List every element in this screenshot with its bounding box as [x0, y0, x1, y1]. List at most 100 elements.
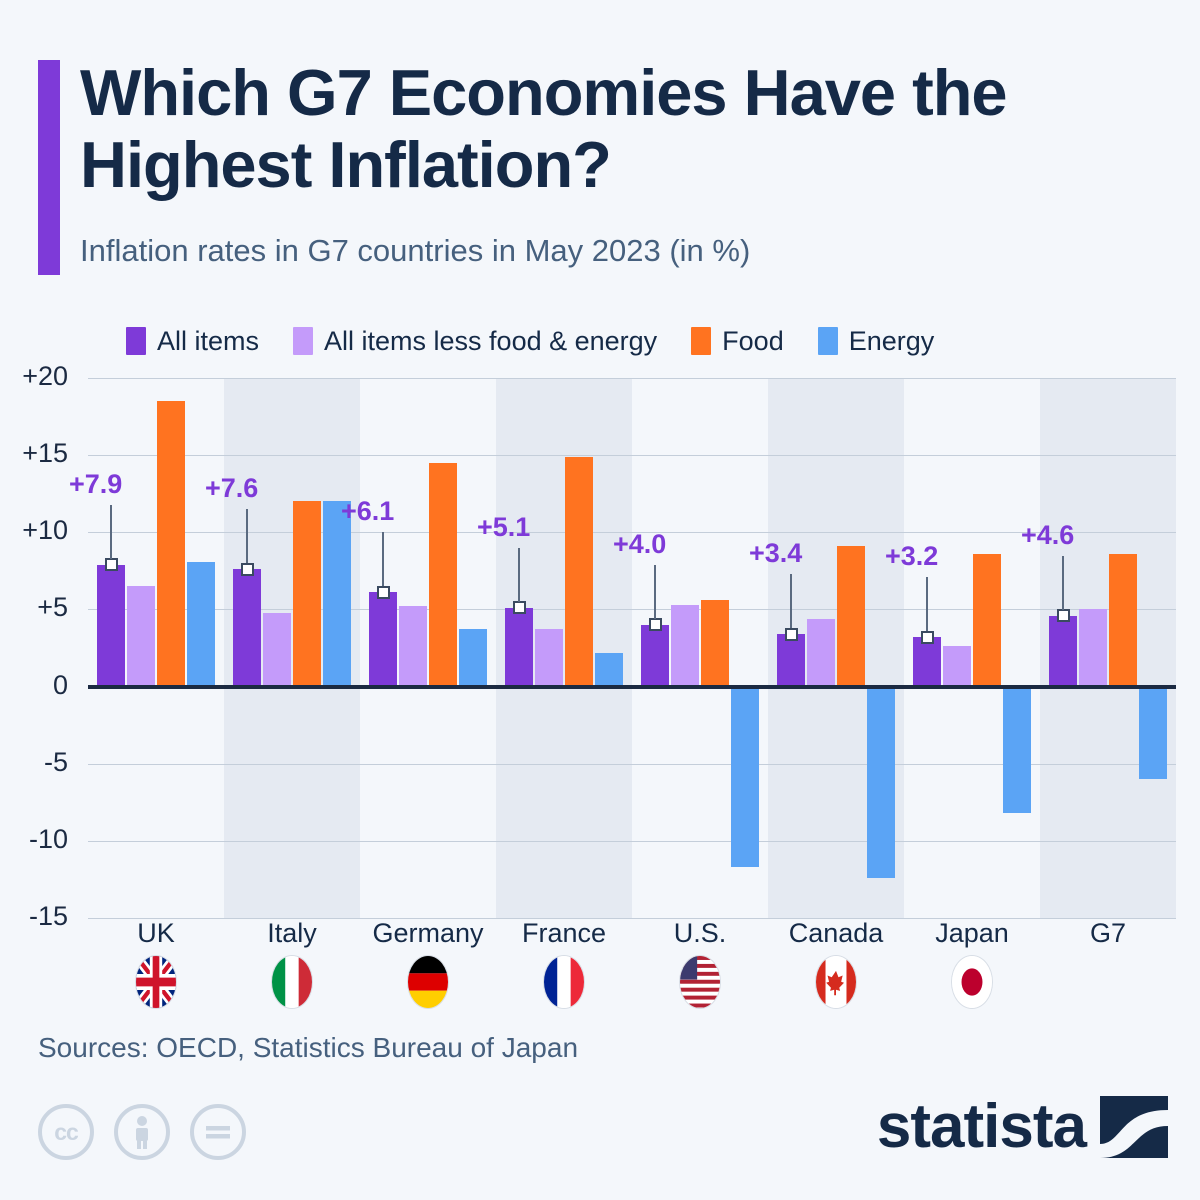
y-axis-tick-label: -10 — [28, 823, 68, 854]
x-axis-category-france: France — [496, 918, 632, 1009]
statista-wordmark: statista — [876, 1092, 1087, 1161]
bar-uk-series0[interactable] — [97, 564, 125, 687]
bar-japan-series0[interactable] — [913, 637, 941, 687]
annotation-marker — [648, 618, 662, 632]
bar-france-series1[interactable] — [535, 629, 563, 687]
bar-germany-series2[interactable] — [429, 462, 457, 687]
bar-france-series3[interactable] — [595, 652, 623, 687]
legend-item-label: All items — [157, 325, 260, 356]
infographic-header: Which G7 Economies Have the Highest Infl… — [0, 0, 1200, 300]
bar-us-series0[interactable] — [641, 624, 669, 687]
annotation-value-label: +3.2 — [885, 541, 939, 572]
bar-japan-series3[interactable] — [1003, 686, 1031, 814]
sources-text: Sources: OECD, Statistics Bureau of Japa… — [38, 1032, 579, 1063]
annotation-value-label: +4.0 — [613, 528, 667, 559]
gridline — [88, 378, 1176, 379]
bar-germany-series3[interactable] — [459, 629, 487, 687]
annotation-marker — [240, 562, 254, 576]
cc-by-icon — [114, 1104, 170, 1160]
bar-canada-series3[interactable] — [867, 686, 895, 878]
bar-canada-series2[interactable] — [837, 546, 865, 687]
uk-flag-icon — [135, 955, 177, 1009]
bar-uk-series2[interactable] — [157, 401, 185, 687]
chart-plot-area: +20 +15 +10 +5 0 -5 -10 -15 +7.9 +7.6 +6.1 +5.1 +4.0… — [22, 361, 1176, 931]
bar-italy-series0[interactable] — [233, 569, 261, 687]
bar-japan-series1[interactable] — [943, 646, 971, 687]
chart-x-axis: UK Italy Germany France U.S. Canada Japan G7 — [88, 918, 1176, 1018]
x-axis-category-uk: UK — [88, 918, 224, 1009]
annotation-value-label: +3.4 — [749, 538, 803, 569]
bar-uk-series1[interactable] — [127, 586, 155, 687]
bar-italy-series3[interactable] — [323, 501, 351, 687]
legend-item-label: All items less food & energy — [324, 325, 658, 356]
statista-mark-icon — [1100, 1096, 1168, 1158]
bar-germany-series0[interactable] — [369, 592, 397, 687]
bar-us-series3[interactable] — [731, 686, 759, 868]
legend-item-0[interactable]: All items — [126, 326, 259, 357]
bar-france-series2[interactable] — [565, 456, 593, 687]
legend-swatch-icon — [817, 327, 838, 355]
bar-germany-series1[interactable] — [399, 606, 427, 687]
gridline — [88, 532, 1176, 534]
bar-canada-series0[interactable] — [777, 634, 805, 687]
annotation-leader-line — [518, 547, 520, 602]
france-flag-icon — [543, 955, 585, 1009]
annotation-value-label: +6.1 — [341, 496, 395, 527]
y-axis-tick-label: -5 — [43, 746, 68, 777]
legend-item-label: Energy — [848, 325, 935, 356]
bar-us-series1[interactable] — [671, 604, 699, 687]
legend-swatch-icon — [691, 327, 712, 355]
bar-italy-series1[interactable] — [263, 612, 291, 687]
annotation-leader-line — [926, 577, 928, 632]
cc-icon: cc — [38, 1104, 94, 1160]
x-axis-tick-label: G7 — [1089, 918, 1127, 948]
bar-canada-series1[interactable] — [807, 618, 835, 687]
y-axis-tick-label: +15 — [22, 438, 68, 469]
annotation-marker — [104, 558, 118, 572]
bar-france-series0[interactable] — [505, 607, 533, 687]
x-axis-category-germany: Germany — [360, 918, 496, 1009]
bar-g7-series3[interactable] — [1139, 686, 1167, 780]
chart-legend: All items All items less food & energy Foo… — [126, 322, 934, 360]
y-axis-tick-label: +20 — [22, 361, 68, 391]
x-axis-category-canada: Canada — [768, 918, 904, 1009]
statista-logo: statista — [877, 1096, 1168, 1158]
zero-axis-line — [88, 684, 1176, 689]
gridline — [88, 455, 1176, 457]
annotation-value-label: +7.9 — [69, 468, 123, 499]
annotation-leader-line — [1062, 555, 1064, 610]
x-axis-tick-label: Germany — [372, 918, 484, 948]
japan-flag-icon — [951, 955, 993, 1009]
x-axis-tick-label: U.S. — [673, 918, 727, 948]
gridline — [88, 840, 1176, 842]
italy-flag-icon — [271, 955, 313, 1009]
annotation-marker — [1056, 609, 1070, 623]
creative-commons-icons: cc — [38, 1104, 246, 1160]
bar-japan-series2[interactable] — [973, 553, 1001, 687]
annotation-leader-line — [654, 564, 656, 619]
legend-item-3[interactable]: Energy — [817, 325, 935, 357]
y-axis-tick-label: +5 — [37, 592, 68, 623]
bar-g7-series2[interactable] — [1109, 553, 1137, 687]
x-axis-category-japan: Japan — [904, 918, 1040, 1009]
x-axis-category-us: U.S. — [632, 918, 768, 1009]
annotation-marker — [784, 627, 798, 641]
bar-us-series2[interactable] — [701, 600, 729, 687]
legend-item-label: Food — [722, 325, 784, 356]
bar-g7-series1[interactable] — [1079, 609, 1107, 687]
bar-italy-series2[interactable] — [293, 501, 321, 687]
y-axis-tick-label: -15 — [28, 901, 68, 931]
bar-g7-series0[interactable] — [1049, 615, 1077, 687]
legend-item-2[interactable]: Food — [691, 326, 784, 357]
germany-flag-icon — [407, 955, 449, 1009]
cc-nd-icon — [190, 1104, 246, 1160]
gridline — [88, 918, 1176, 919]
y-axis-tick-label: 0 — [52, 669, 68, 700]
canada-flag-icon — [815, 955, 857, 1009]
annotation-leader-line — [110, 504, 112, 559]
bar-uk-series3[interactable] — [187, 561, 215, 687]
annotation-marker — [376, 585, 390, 599]
annotation-marker — [920, 630, 934, 644]
annotation-leader-line — [382, 532, 384, 587]
legend-item-1[interactable]: All items less food & energy — [293, 326, 657, 357]
